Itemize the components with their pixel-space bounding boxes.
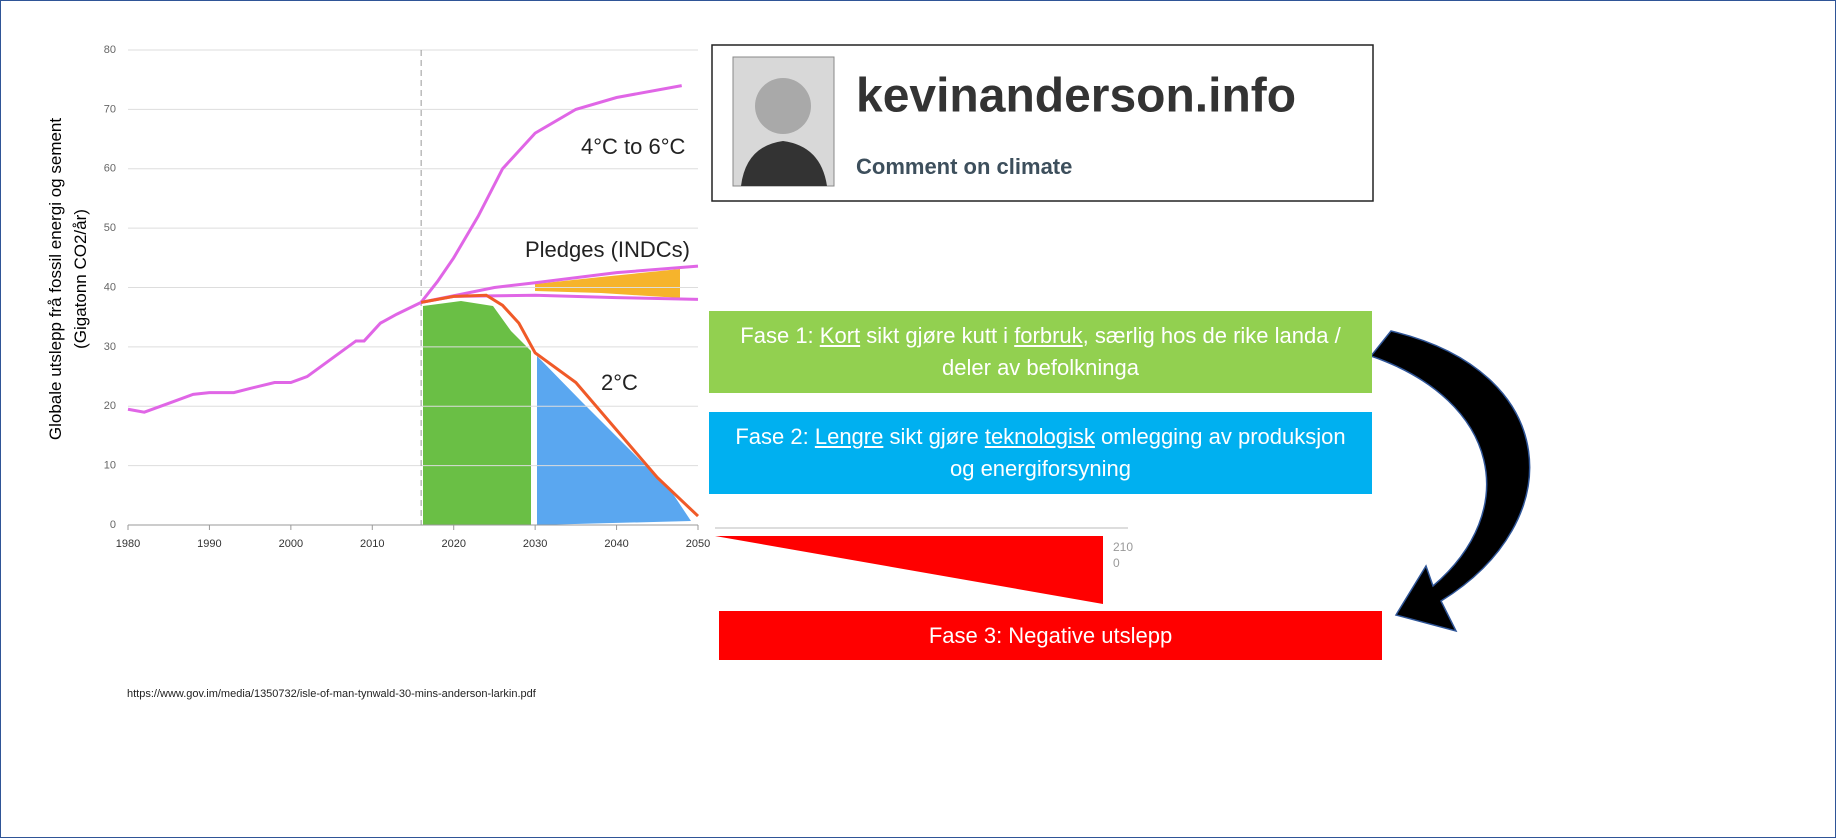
logo-site: kevinanderson.info bbox=[856, 70, 1296, 123]
phase-text-segment: teknologisk bbox=[985, 424, 1095, 449]
phase-text-segment: Fase 1: bbox=[740, 323, 819, 348]
annotation: 4°C to 6°C bbox=[581, 134, 686, 159]
x-tick-label: 1990 bbox=[197, 538, 221, 550]
y-tick-label: 60 bbox=[104, 163, 116, 175]
y-tick-label: 0 bbox=[110, 519, 116, 531]
curved-arrow bbox=[1371, 331, 1530, 631]
annotation: 2°C bbox=[601, 370, 638, 395]
photo-face bbox=[755, 78, 811, 134]
y-tick-label: 40 bbox=[104, 281, 116, 293]
x-tick-label: 2030 bbox=[523, 538, 547, 550]
source: https://www.gov.im/media/1350732/isle-of… bbox=[127, 688, 536, 700]
phase-text-segment: forbruk bbox=[1014, 323, 1082, 348]
y-tick-label: 30 bbox=[104, 341, 116, 353]
series-line bbox=[128, 302, 421, 412]
y-tick-label: 70 bbox=[104, 103, 116, 115]
phase-text-segment: Fase 3: Negative utslepp bbox=[929, 623, 1172, 648]
y-tick-label: 80 bbox=[104, 44, 116, 56]
x-tick-label: 1980 bbox=[116, 538, 140, 550]
y-tick-label: 50 bbox=[104, 222, 116, 234]
green-area bbox=[423, 301, 531, 525]
phase-box: Fase 1: Kort sikt gjøre kutt i forbruk, … bbox=[709, 311, 1372, 393]
x-tick-label: 2050 bbox=[686, 538, 710, 550]
phase-text-segment: sikt gjøre bbox=[883, 424, 984, 449]
wedge-label: 2100 bbox=[1113, 539, 1139, 571]
y-axis-label: Globale utslepp frå fossil energi og sem… bbox=[46, 118, 65, 441]
phase-text-segment: sikt gjøre kutt i bbox=[860, 323, 1014, 348]
phase-text-segment: Fase 2: bbox=[735, 424, 814, 449]
wedge bbox=[715, 536, 1103, 604]
y-tick-label: 20 bbox=[104, 400, 116, 412]
phase-box: Fase 3: Negative utslepp bbox=[719, 611, 1382, 660]
phase-text: Fase 2: Lengre sikt gjøre teknologisk om… bbox=[729, 421, 1352, 485]
logo-tagline: Comment on climate bbox=[856, 154, 1072, 179]
slide: kevinanderson.info Comment on climate 01… bbox=[0, 0, 1836, 838]
x-tick-label: 2000 bbox=[279, 538, 303, 550]
x-tick-label: 2040 bbox=[604, 538, 628, 550]
phase-box: Fase 2: Lengre sikt gjøre teknologisk om… bbox=[709, 412, 1372, 494]
phase-text: Fase 3: Negative utslepp bbox=[929, 620, 1172, 652]
annotation: Pledges (INDCs) bbox=[525, 237, 690, 262]
y-axis-label: (Gigatonn CO2/år) bbox=[71, 209, 90, 349]
phase-text-segment: Kort bbox=[820, 323, 860, 348]
x-tick-label: 2020 bbox=[441, 538, 465, 550]
phase-text-segment: Lengre bbox=[815, 424, 884, 449]
phase-text: Fase 1: Kort sikt gjøre kutt i forbruk, … bbox=[729, 320, 1352, 384]
y-tick-label: 10 bbox=[104, 460, 116, 472]
x-tick-label: 2010 bbox=[360, 538, 384, 550]
